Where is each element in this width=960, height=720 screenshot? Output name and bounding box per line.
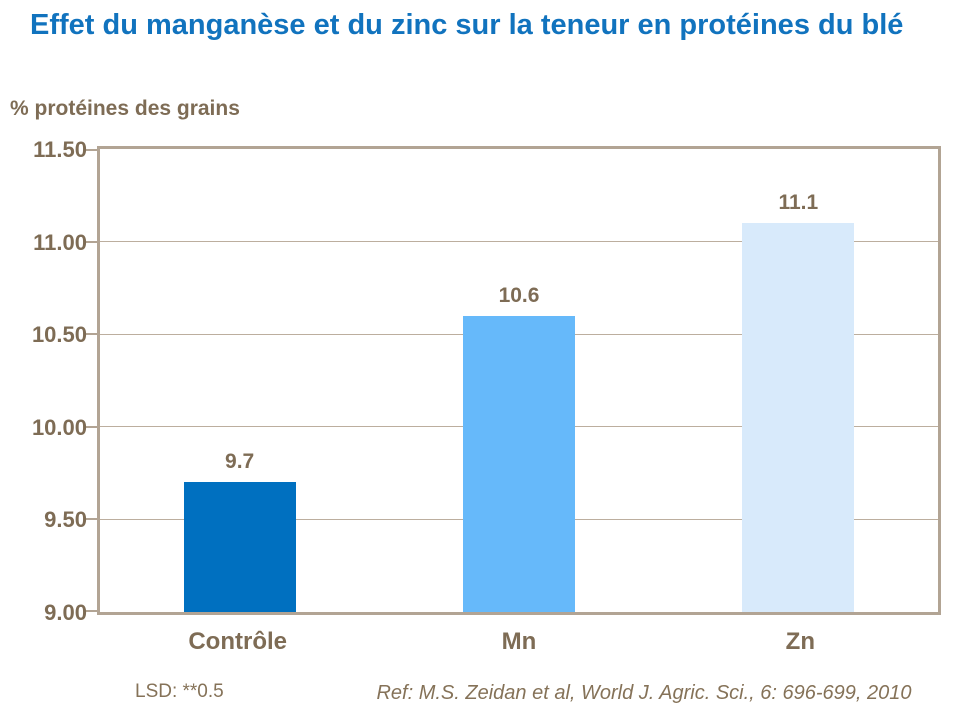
y-tick-label: 10.50	[31, 322, 87, 348]
reference-note: Ref: M.S. Zeidan et al, World J. Agric. …	[376, 682, 912, 704]
y-tick-label: 11.00	[33, 229, 87, 255]
category-label: Contrôle	[188, 628, 287, 655]
bar-value-label: 11.1	[778, 191, 819, 215]
y-axis-tick	[86, 149, 97, 151]
y-tick-label: 9.50	[44, 507, 87, 533]
y-tick-label: 10.00	[31, 414, 87, 440]
bar-value-label: 9.7	[225, 450, 255, 474]
y-tick-label: 11.50	[33, 137, 87, 162]
x-axis-labels: Contrôle Mn Zn	[97, 628, 941, 656]
bar	[183, 482, 296, 612]
chart-title: Effet du manganèse et du zinc sur la ten…	[30, 9, 904, 41]
category-label: Mn	[501, 628, 537, 655]
lsd-note: LSD: **0.5	[135, 681, 224, 702]
gridline	[100, 241, 938, 243]
y-axis-tick	[86, 425, 97, 428]
y-axis-tick	[86, 240, 97, 243]
y-axis-tick	[86, 333, 97, 336]
category-label: Zn	[785, 628, 815, 655]
y-axis-tick	[86, 518, 97, 521]
bar-value-label: 10.6	[498, 283, 540, 307]
y-axis-tick	[86, 610, 97, 612]
y-axis-title: % protéines des grains	[10, 97, 240, 120]
plot-area: 11.50 11.00 10.50 10.00 9.50 9.00 9.7 10.6 11.1	[32, 137, 941, 625]
bar	[742, 223, 855, 612]
y-tick-label: 9.00	[44, 600, 87, 625]
bar	[463, 315, 575, 612]
